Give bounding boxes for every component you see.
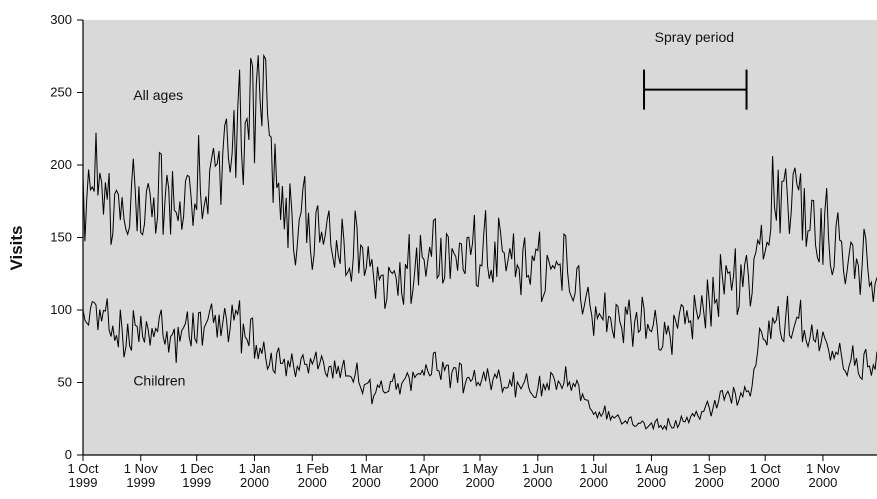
annotation-spray-period: Spray period [655,29,734,45]
x-tick-label: 1 May [462,461,498,476]
y-axis-label: Visits [7,225,26,270]
annotation-children: Children [133,372,185,388]
x-tick-label-year: 2000 [523,475,552,490]
y-tick-label: 200 [50,157,72,172]
x-tick-label: 1 Nov [124,461,158,476]
x-tick-label-year: 2000 [410,475,439,490]
series-group [82,53,877,431]
x-tick-label: 1 Nov [806,461,840,476]
x-tick-label: 1 Feb [296,461,329,476]
x-tick-label-year: 1999 [69,475,98,490]
x-tick-label: 1 Jun [522,461,554,476]
x-tick-label: 1 Sep [692,461,726,476]
x-tick-label-year: 2000 [298,475,327,490]
x-tick-label: 1 Jan [239,461,271,476]
x-tick-label-year: 2000 [695,475,724,490]
x-tick-label-year: 2000 [808,475,837,490]
y-tick-label: 250 [50,85,72,100]
x-tick-label: 1 Aug [635,461,668,476]
x-tick-label-year: 2000 [240,475,269,490]
y-tick-label: 50 [58,375,72,390]
series-line-all-ages [82,53,877,355]
x-tick-label-year: 2000 [466,475,495,490]
x-tick-label: 1 Oct [67,461,98,476]
x-tick-label-year: 1999 [126,475,155,490]
x-tick-label-year: 2000 [579,475,608,490]
y-tick-label: 300 [50,12,72,27]
x-tick-label-year: 2000 [637,475,666,490]
x-tick-label-year: 2000 [352,475,381,490]
x-tick-label: 1 Apr [409,461,440,476]
annotation-all-ages: All ages [133,87,183,103]
x-tick-label: 1 Mar [350,461,384,476]
x-tick-label-year: 1999 [182,475,211,490]
annotations: All ages Children Spray period [133,29,748,388]
plot-background [83,20,877,455]
x-tick-label: 1 Oct [750,461,781,476]
y-tick-label: 0 [65,447,72,462]
series-line-children [82,295,877,431]
y-tick-label: 150 [50,230,72,245]
y-tick-label: 100 [50,302,72,317]
x-tick-label-year: 2000 [751,475,780,490]
x-tick-label: 1 Dec [180,461,214,476]
x-tick-label: 1 Jul [580,461,608,476]
